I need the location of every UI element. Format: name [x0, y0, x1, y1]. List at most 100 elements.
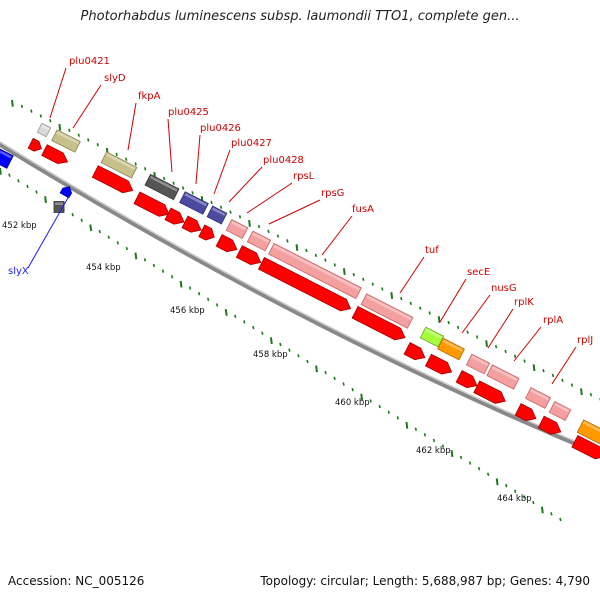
gene-block-nusG[interactable] [437, 337, 465, 361]
genome-summary-text: Topology: circular; Length: 5,688,987 bp… [260, 574, 590, 588]
gene-block-rpsL[interactable] [225, 219, 249, 239]
leader-line [399, 256, 425, 294]
tick-mark [432, 438, 436, 443]
gene-block-slyX-marker[interactable] [53, 201, 65, 213]
leader-line [268, 199, 321, 225]
gene-block-plu0427[interactable] [206, 205, 228, 225]
cds-arrow-plu0428[interactable] [198, 224, 217, 243]
leader-line [195, 134, 201, 185]
tick-mark [116, 241, 119, 245]
cds-arrow-secE[interactable] [403, 342, 428, 364]
gene-block-rplJ[interactable] [548, 401, 572, 421]
tick-mark [144, 167, 147, 171]
tick-mark [170, 275, 174, 279]
cds-arrow-plu0425[interactable] [133, 191, 172, 220]
tick-mark [333, 263, 337, 267]
gene-label-rpsL[interactable]: rpsL [293, 171, 315, 182]
tick-mark [532, 364, 536, 372]
tick-mark [486, 472, 490, 477]
leader-line [321, 215, 353, 256]
cds-arrow-fkpA[interactable] [91, 165, 135, 197]
tick-mark [314, 253, 318, 258]
cds-arrow-rpsL[interactable] [215, 234, 240, 256]
leader-line [439, 278, 467, 323]
tick-mark [324, 258, 327, 262]
gene-label-plu0427[interactable]: plu0427 [231, 138, 272, 149]
leader-line [127, 102, 137, 151]
cds-arrow-rplJ-2[interactable] [537, 415, 564, 438]
tick-mark [561, 378, 564, 382]
tick-mark [35, 190, 38, 194]
gene-block-plu0426[interactable] [179, 191, 209, 215]
gene-label-plu0421[interactable]: plu0421 [69, 56, 110, 67]
tick-mark [257, 224, 261, 229]
cds-arrow-rpsG[interactable] [235, 245, 263, 268]
gene-label-nusG[interactable]: nusG [491, 283, 517, 294]
tick-mark [360, 393, 364, 401]
gene-block-tuf[interactable] [360, 293, 414, 329]
cds-arrow-edge[interactable] [571, 434, 600, 462]
gene-label-rpsG[interactable]: rpsG [321, 188, 344, 199]
cds-arrow-plu0426[interactable] [164, 207, 187, 228]
tick-mark [288, 348, 291, 352]
tick-mark [261, 331, 264, 335]
gene-label-fkpA[interactable]: fkpA [138, 91, 161, 102]
gene-block-fkpA[interactable] [100, 151, 138, 179]
position-label: 454 kbp [86, 263, 121, 273]
tick-mark [378, 404, 381, 409]
cds-arrow-fusA[interactable] [257, 256, 353, 315]
tick-mark [540, 506, 544, 514]
position-label: 462 kbp [416, 446, 451, 456]
cds-arrow-rplK[interactable] [455, 370, 480, 392]
gene-label-slyX[interactable]: slyX [8, 266, 29, 277]
gene-label-fusA[interactable]: fusA [352, 204, 374, 215]
gene-label-rplK[interactable]: rplK [514, 297, 534, 308]
cds-arrow-rplA[interactable] [473, 380, 508, 407]
tick-mark [286, 239, 289, 243]
leader-line [27, 195, 70, 269]
gene-label-tuf[interactable]: tuf [425, 245, 439, 256]
gene-block-rplA[interactable] [486, 364, 520, 390]
tick-mark [423, 433, 427, 437]
tick-mark [551, 373, 555, 378]
gene-block-slyD[interactable] [51, 129, 81, 153]
gene-label-rplJ[interactable]: rplJ [577, 335, 593, 346]
gene-label-rplA[interactable]: rplA [543, 315, 563, 326]
tick-mark [580, 388, 583, 396]
cds-arrow-plu0427[interactable] [181, 215, 204, 236]
gene-label-plu0428[interactable]: plu0428 [263, 155, 304, 166]
gene-block-slyX[interactable] [59, 184, 74, 199]
position-labels: 452 kbp 454 kbp 456 kbp 458 kbp 460 kbp 462 k… [2, 221, 532, 504]
cds-arrow-nusG[interactable] [424, 353, 454, 377]
gene-label-secE[interactable]: secE [467, 267, 490, 278]
gene-block-plu0421[interactable] [36, 122, 52, 138]
tick-mark [485, 340, 488, 348]
gene-block-rplA-2[interactable] [524, 387, 552, 409]
tick-mark [381, 287, 384, 291]
cds-arrow-plu0421[interactable] [27, 137, 44, 153]
gene-label-slyD[interactable]: slyD [104, 73, 126, 84]
tick-mark [414, 427, 418, 431]
tick-mark [152, 263, 156, 268]
tick-mark [68, 128, 71, 133]
gene-block-rplK[interactable] [465, 353, 491, 375]
tick-mark [342, 382, 345, 386]
cds-arrow-rplJ[interactable] [514, 403, 539, 425]
gene-block-plu0425[interactable] [144, 173, 180, 201]
gene-label-plu0426[interactable]: plu0426 [200, 123, 241, 134]
genome-backbone [0, 141, 600, 457]
gene-label-plu0425[interactable]: plu0425 [168, 107, 209, 118]
gene-block-fusA[interactable] [268, 242, 362, 300]
cds-arrow-slyD[interactable] [41, 144, 71, 167]
gene-block-left-edge[interactable] [0, 147, 14, 169]
gene-block-rpsG[interactable] [246, 230, 272, 252]
tick-mark [197, 291, 201, 296]
tick-mark [351, 387, 354, 392]
tick-mark [238, 215, 242, 219]
tick-mark [495, 478, 499, 486]
tick-mark [279, 342, 282, 347]
tick-mark [324, 371, 327, 375]
cds-arrow-tuf[interactable] [351, 305, 408, 343]
tick-mark [409, 301, 412, 306]
